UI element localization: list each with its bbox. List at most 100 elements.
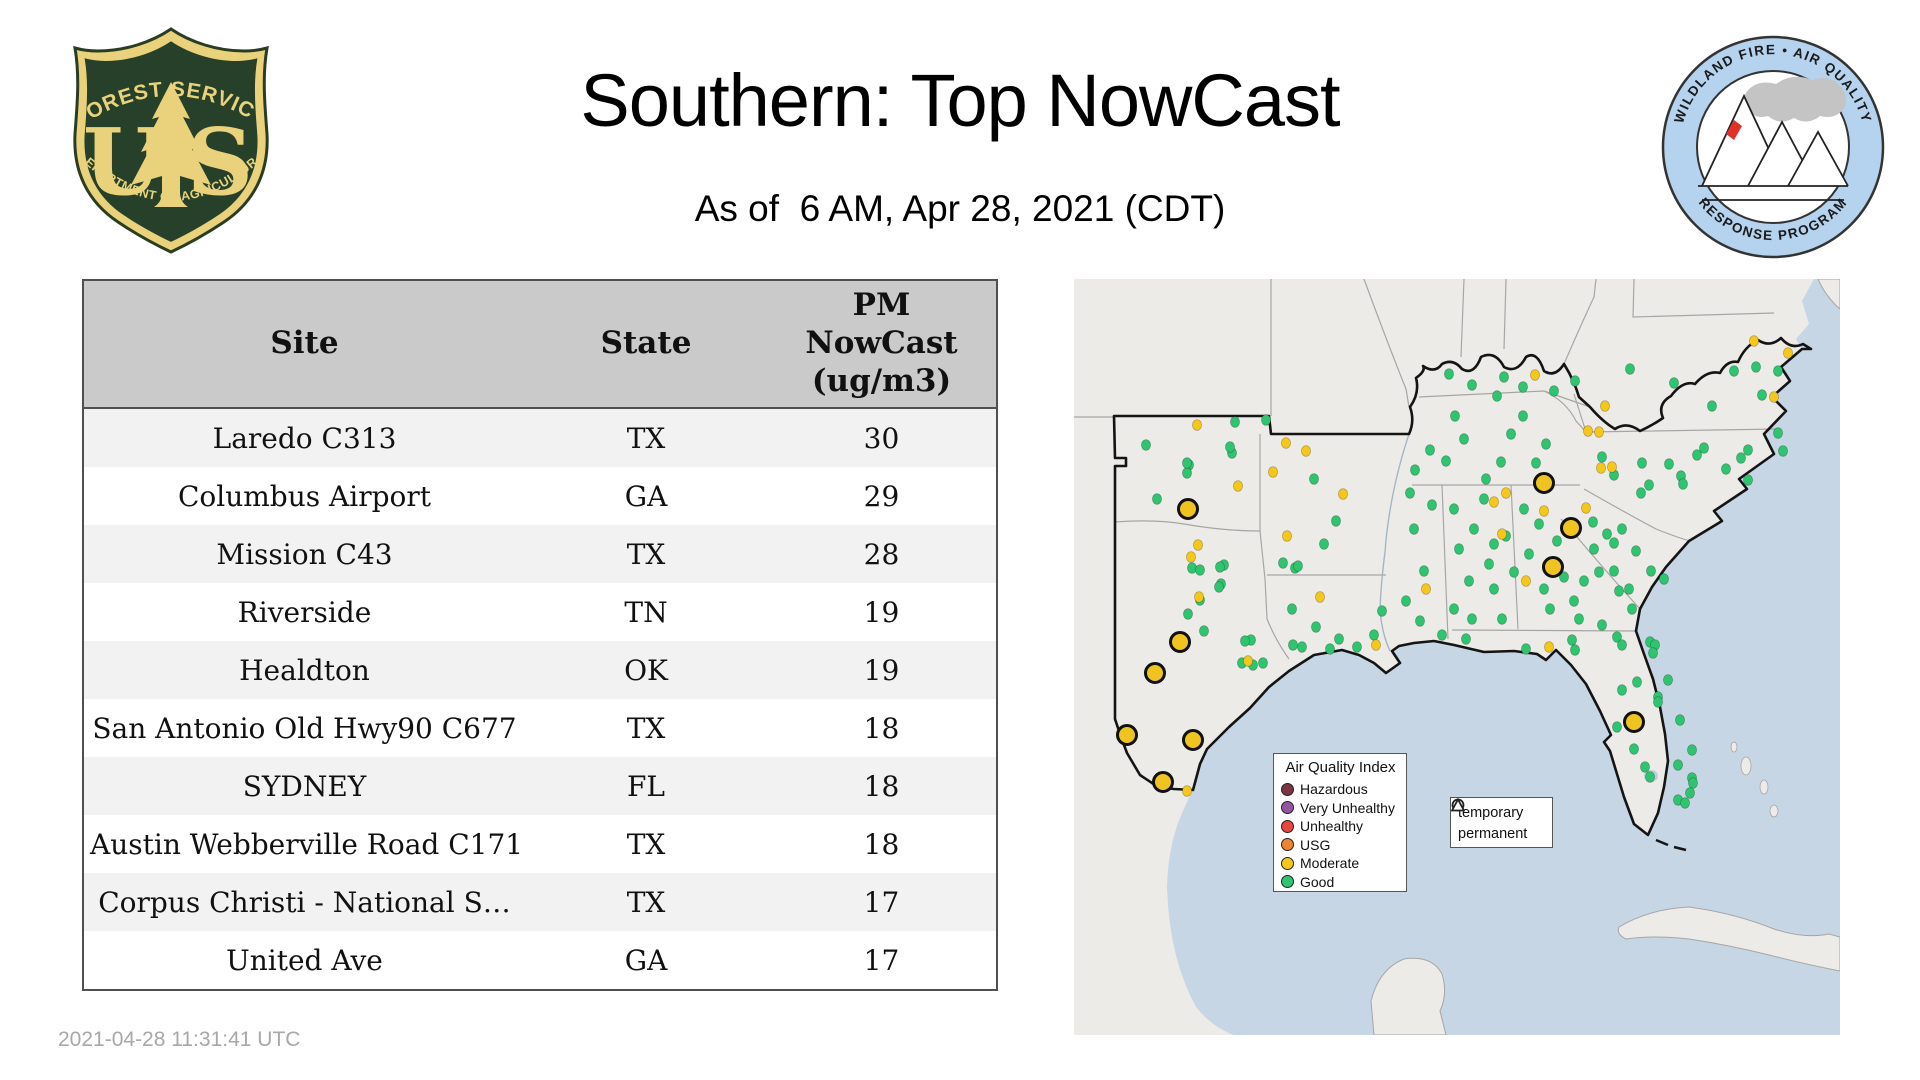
- top-site-marker: [1152, 771, 1174, 793]
- monitor-dot: [1436, 629, 1447, 641]
- monitor-dot: [1529, 369, 1540, 381]
- site-cell: Mission C43: [83, 525, 525, 583]
- state-cell: TX: [525, 815, 767, 873]
- monitor-dot: [1736, 452, 1747, 464]
- monitor-dot: [1408, 523, 1419, 535]
- monitor-dot: [1483, 558, 1494, 570]
- monitor-dot: [1517, 410, 1528, 422]
- monitor-dot: [1523, 548, 1534, 560]
- legend-row-temporary: temporary: [1451, 798, 1548, 823]
- site-cell: Laredo C313: [83, 408, 525, 467]
- monitor-dot: [1538, 583, 1549, 595]
- pine-tree-icon: [131, 82, 211, 207]
- land-cuba: [1617, 906, 1840, 972]
- monitor-dot: [1281, 530, 1292, 542]
- monitor-dot: [1141, 439, 1152, 451]
- monitor-dot: [1440, 455, 1451, 467]
- monitor-dot: [1300, 445, 1311, 457]
- monitor-dot: [1551, 535, 1562, 547]
- legend-row-permanent: permanent: [1451, 798, 1548, 844]
- top-site-marker: [1533, 472, 1555, 494]
- monitor-dot: [1607, 461, 1618, 473]
- monitor-dot: [1749, 335, 1760, 347]
- monitor-dot: [1183, 608, 1194, 620]
- monitor-dot: [1568, 595, 1579, 607]
- monitor-dots-layer: [1141, 335, 1794, 809]
- state-cell: GA: [525, 467, 767, 525]
- table-row: Corpus Christi - National S… TX 17: [83, 873, 997, 931]
- monitor-dot: [1596, 462, 1607, 474]
- monitor-dot: [1368, 629, 1379, 641]
- monitor-dot: [1491, 390, 1502, 402]
- monitor-dot: [1424, 444, 1435, 456]
- monitor-dot: [1669, 377, 1680, 389]
- monitor-dot: [1729, 365, 1740, 377]
- site-cell: SYDNEY: [83, 757, 525, 815]
- monitor-dot: [1287, 639, 1298, 651]
- monitor-dot: [1257, 657, 1268, 669]
- monitor-dot: [1192, 419, 1203, 431]
- monitor-dot: [1400, 595, 1411, 607]
- florida-keys: [1655, 838, 1687, 852]
- state-cell: TX: [525, 699, 767, 757]
- monitor-dot: [1310, 621, 1321, 633]
- monitor-dot: [1637, 457, 1648, 469]
- monitor-dot: [1449, 410, 1460, 422]
- legend-swatch-icon: [1281, 875, 1294, 889]
- monitor-dot: [1420, 583, 1431, 595]
- monitor-dot: [1566, 634, 1577, 646]
- monitor-dot: [1569, 375, 1580, 387]
- value-cell: 18: [767, 699, 997, 757]
- monitor-dot: [1757, 389, 1768, 401]
- monitor-dot: [1463, 575, 1474, 587]
- monitor-dot: [1508, 566, 1519, 578]
- state-cell: GA: [525, 931, 767, 990]
- monitor-dot: [1773, 365, 1784, 377]
- monitor-dot: [1182, 467, 1193, 479]
- monitor-dot: [1625, 363, 1636, 375]
- monitor-dot: [1229, 416, 1240, 428]
- monitor-dot: [1751, 361, 1762, 373]
- value-cell: 19: [767, 583, 997, 641]
- monitor-dot: [1460, 633, 1471, 645]
- table-row: United Ave GA 17: [83, 931, 997, 990]
- monitor-dot: [1538, 505, 1549, 517]
- legend-item: Moderate: [1281, 854, 1400, 873]
- value-cell: 18: [767, 815, 997, 873]
- table-row: San Antonio Old Hwy90 C677 TX 18: [83, 699, 997, 757]
- monitor-dot: [1199, 625, 1210, 637]
- monitor-dot: [1533, 518, 1544, 530]
- value-cell: 28: [767, 525, 997, 583]
- monitor-dot: [1548, 385, 1559, 397]
- monitor-dot: [1578, 575, 1589, 587]
- top-site-marker: [1116, 724, 1138, 746]
- column-header: Site: [83, 280, 525, 409]
- monitor-dot: [1337, 488, 1348, 500]
- monitor-dot: [1685, 787, 1696, 799]
- monitor-dot: [1582, 425, 1593, 437]
- flame-icon: [1726, 120, 1742, 140]
- value-cell: 30: [767, 408, 997, 467]
- monitor-dot: [1330, 515, 1341, 527]
- monitor-dot: [1543, 641, 1554, 653]
- monitor-dot: [1448, 503, 1459, 515]
- wfaqrp-logo: WILDLAND FIRE • AIR QUALITY RESPONSE PRO…: [1661, 35, 1885, 259]
- monitor-dot: [1769, 391, 1780, 403]
- monitor-dot: [1627, 603, 1638, 615]
- site-cell: United Ave: [83, 931, 525, 990]
- monitor-dot: [1617, 523, 1628, 535]
- monitor-dot: [1573, 613, 1584, 625]
- temporary-label: temporary: [1458, 804, 1524, 821]
- monitor-dot: [1688, 777, 1699, 789]
- legend-label: Moderate: [1300, 855, 1360, 872]
- legend-item: USG: [1281, 836, 1400, 855]
- permanent-label: permanent: [1458, 825, 1528, 842]
- state-cell: OK: [525, 641, 767, 699]
- legend-label: USG: [1300, 836, 1331, 853]
- monitor-dot: [1631, 545, 1642, 557]
- monitor-dot: [1426, 499, 1437, 511]
- monitor-dot: [1678, 478, 1689, 490]
- monitor-dot: [1580, 502, 1591, 514]
- monitor-dot: [1600, 400, 1611, 412]
- monitor-dot: [1277, 557, 1288, 569]
